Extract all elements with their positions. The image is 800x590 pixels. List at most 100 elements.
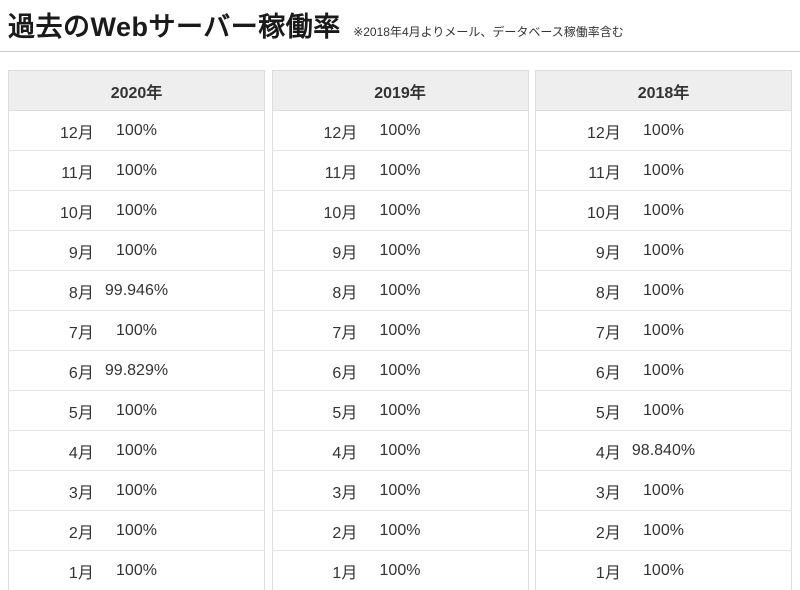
month-label: 1月 [8,550,94,590]
year-header-row: 2020年 [8,70,265,111]
uptime-table-2018: 2018年 12月 100% 11月 100% [535,70,792,590]
spacer-cell [706,470,792,511]
uptime-row: 9月 100% [535,230,792,271]
spacer-cell [706,550,792,590]
uptime-value: 100% [93,430,180,471]
uptime-row: 4月 100% [8,430,265,471]
uptime-row: 8月 100% [535,270,792,311]
uptime-value: 100% [357,510,443,551]
uptime-tables-container: 2020年 12月 100% 11月 100% [0,70,800,590]
uptime-row: 12月 100% [272,110,528,151]
month-label: 9月 [8,230,94,271]
uptime-row: 3月 100% [8,470,265,511]
spacer-cell [179,390,265,431]
uptime-value: 100% [93,190,180,231]
uptime-table-head: 2018年 [535,70,792,111]
uptime-row: 1月 100% [8,550,265,590]
uptime-row: 5月 100% [535,390,792,431]
month-label: 12月 [8,110,94,151]
uptime-value: 98.840% [620,430,707,471]
month-label: 3月 [535,470,621,511]
uptime-row: 2月 100% [272,510,528,551]
month-label: 8月 [535,270,621,311]
spacer-cell [706,110,792,151]
uptime-row: 4月 100% [272,430,528,471]
spacer-cell [706,310,792,351]
page-header: 過去のWebサーバー稼働率 ※2018年4月よりメール、データベース稼働率含む [0,0,800,44]
uptime-table-2020: 2020年 12月 100% 11月 100% [8,70,265,590]
uptime-row: 7月 100% [535,310,792,351]
uptime-row: 11月 100% [272,150,528,191]
uptime-value: 100% [620,350,707,391]
uptime-row: 7月 100% [272,310,528,351]
uptime-value: 100% [93,390,180,431]
uptime-value: 100% [357,430,443,471]
uptime-value: 100% [357,230,443,271]
uptime-value: 100% [620,110,707,151]
spacer-cell [706,390,792,431]
uptime-value: 100% [93,550,180,590]
header-divider [0,51,800,52]
month-label: 11月 [535,150,621,191]
month-label: 1月 [535,550,621,590]
uptime-value: 100% [620,390,707,431]
spacer-cell [179,470,265,511]
month-label: 5月 [535,390,621,431]
spacer-cell [442,150,528,191]
spacer-cell [179,270,265,311]
year-header: 2019年 [272,70,528,111]
uptime-value: 100% [620,270,707,311]
month-label: 1月 [272,550,358,590]
uptime-value: 100% [620,190,707,231]
month-label: 10月 [272,190,358,231]
month-label: 4月 [272,430,358,471]
uptime-value: 100% [93,310,180,351]
month-label: 8月 [272,270,358,311]
uptime-row: 6月 99.829% [8,350,265,391]
uptime-row: 10月 100% [272,190,528,231]
uptime-row: 1月 100% [535,550,792,590]
month-label: 12月 [272,110,358,151]
uptime-row: 6月 100% [272,350,528,391]
spacer-cell [706,270,792,311]
uptime-value: 100% [357,270,443,311]
uptime-row: 8月 100% [272,270,528,311]
uptime-row: 6月 100% [535,350,792,391]
spacer-cell [442,470,528,511]
uptime-row: 2月 100% [8,510,265,551]
month-label: 4月 [535,430,621,471]
year-header-row: 2018年 [535,70,792,111]
spacer-cell [442,310,528,351]
spacer-cell [179,110,265,151]
year-header-row: 2019年 [272,70,528,111]
month-label: 8月 [8,270,94,311]
uptime-value: 100% [357,190,443,231]
uptime-row: 1月 100% [272,550,528,590]
spacer-cell [179,150,265,191]
uptime-row: 2月 100% [535,510,792,551]
month-label: 6月 [535,350,621,391]
uptime-value: 100% [357,110,443,151]
uptime-value: 100% [357,310,443,351]
uptime-row: 11月 100% [8,150,265,191]
uptime-value: 100% [93,110,180,151]
uptime-table-head: 2020年 [8,70,265,111]
uptime-value: 100% [93,150,180,191]
uptime-value: 100% [93,470,180,511]
uptime-value: 99.829% [93,350,180,391]
uptime-row: 8月 99.946% [8,270,265,311]
uptime-row: 3月 100% [272,470,528,511]
month-label: 11月 [272,150,358,191]
month-label: 10月 [8,190,94,231]
year-header: 2020年 [8,70,265,111]
uptime-value: 100% [620,150,707,191]
spacer-cell [442,110,528,151]
month-label: 7月 [272,310,358,351]
month-label: 5月 [272,390,358,431]
uptime-value: 99.946% [93,270,180,311]
uptime-value: 100% [620,550,707,590]
uptime-row: 5月 100% [8,390,265,431]
uptime-table-head: 2019年 [272,70,528,111]
spacer-cell [179,310,265,351]
spacer-cell [706,230,792,271]
